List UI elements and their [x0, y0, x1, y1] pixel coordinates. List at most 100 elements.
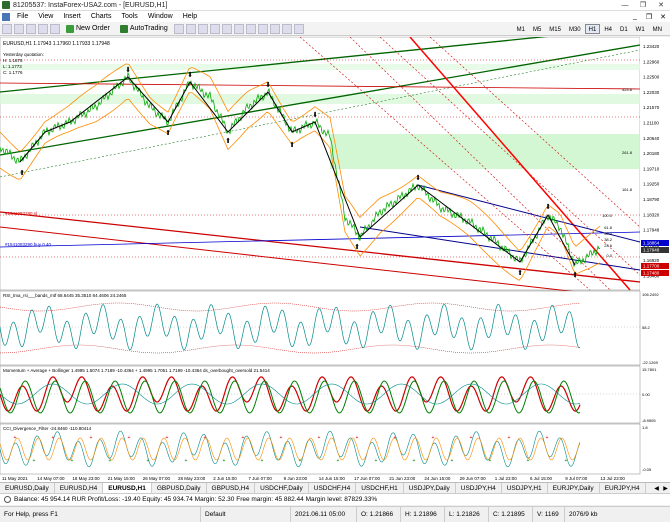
- tab-scroll-left-icon[interactable]: ◀: [654, 485, 659, 492]
- autotrading-button[interactable]: AutoTrading: [116, 23, 172, 35]
- candle-chart-icon[interactable]: [185, 23, 196, 34]
- menu-tools[interactable]: Tools: [121, 13, 138, 20]
- tf-h4[interactable]: H4: [604, 26, 612, 33]
- child-close-button[interactable]: ✕: [660, 13, 666, 21]
- price-tag-last: 1.17948: [643, 248, 660, 253]
- tf-m15[interactable]: M15: [549, 26, 561, 33]
- fib-61: 61.8: [604, 225, 613, 230]
- fractal-down-arrow-icon: ⬇: [545, 203, 551, 211]
- autotrading-label: AutoTrading: [129, 25, 168, 32]
- new-chart-icon[interactable]: [2, 23, 12, 34]
- tf-mn[interactable]: MN: [652, 26, 662, 33]
- green-zone-3: [0, 64, 640, 70]
- tab-eurusd-daily[interactable]: EURUSD,Daily: [0, 482, 55, 494]
- tab-usdchf-daily[interactable]: USDCHF,Daily: [255, 482, 309, 494]
- tab-eurjpy-daily[interactable]: EURJPY,Daily: [548, 482, 600, 494]
- close-button[interactable]: ✕: [658, 2, 664, 9]
- cci-cross-icon: +: [508, 435, 511, 441]
- title-bar: 81205537: InstaForex-USA2.com - [EURUSD,…: [0, 0, 670, 11]
- chart-tabs: EURUSD,Daily EURUSD,H4 EURUSD,H1 GBPUSD,…: [0, 482, 670, 494]
- tab-usdjpy-h1[interactable]: USDJPY,H1: [502, 482, 548, 494]
- chart-shift-icon[interactable]: [257, 23, 268, 34]
- price-axis-label: 1.19250: [643, 182, 660, 187]
- menu-window[interactable]: Window: [147, 13, 173, 20]
- time-axis-label: 14 Jun 15:00: [319, 476, 346, 481]
- minimize-button[interactable]: —: [621, 1, 629, 9]
- new-order-icon: [66, 24, 74, 33]
- time-axis: 11 May 2021 14 May 07:00 18 May 23:00 21 Ma…: [2, 476, 625, 481]
- chart-doc-icon[interactable]: [2, 12, 10, 21]
- blue-horizontal-line: [0, 231, 641, 248]
- profiles-icon[interactable]: [14, 23, 24, 34]
- cci-cross-icon: +: [413, 458, 416, 464]
- menu-help[interactable]: Help: [182, 13, 198, 20]
- order-buy-label: #1541083290 buy 0.40: [5, 242, 52, 247]
- cci-cross-icon: +: [261, 458, 264, 464]
- cci-signal: [0, 437, 581, 461]
- zoom-out-icon[interactable]: [221, 23, 232, 34]
- fractal-up-arrow-icon: ⬆: [225, 137, 231, 145]
- zoom-in-icon[interactable]: [209, 23, 220, 34]
- tf-d1[interactable]: D1: [619, 26, 628, 33]
- menu-insert[interactable]: Insert: [63, 13, 81, 20]
- tab-usdchf-h1[interactable]: USDCHF,H1: [356, 482, 404, 494]
- rsi-line: [0, 303, 581, 351]
- price-axis-label: 1.16920: [643, 258, 660, 263]
- price-axis-label: 1.18320: [643, 212, 660, 217]
- cci-label: CCI_Divergence_Filter -24.8460 -110.8041…: [3, 426, 92, 431]
- cci-cross-icon: +: [546, 435, 549, 441]
- tab-eurusd-h4[interactable]: EURUSD,H4: [55, 482, 104, 494]
- terminal-icon[interactable]: [50, 23, 60, 34]
- price-tag-last-bg: [641, 247, 669, 253]
- tab-usdjpy-h4[interactable]: USDJPY,H4: [456, 482, 502, 494]
- menu-charts[interactable]: Charts: [90, 13, 112, 20]
- line-chart-icon[interactable]: [197, 23, 208, 34]
- chart-canvas[interactable]: ⬆ ⬇ ⬆ ⬇ ⬆ ⬇ ⬆ ⬇ ⬆ ⬇ ⬆ ⬇ ⬆ EURUSD,H1 1.17943 1.17960 …: [0, 37, 670, 482]
- tab-scroll-right-icon[interactable]: ▶: [663, 485, 668, 492]
- tile-icon[interactable]: [233, 23, 244, 34]
- price-axis[interactable]: [640, 37, 670, 482]
- menu-file[interactable]: File: [17, 13, 29, 20]
- menu-view[interactable]: View: [38, 13, 54, 20]
- tab-eurjpy-h4[interactable]: EURJPY,H4: [600, 482, 646, 494]
- time-axis-label: 11 May 2021: [2, 476, 28, 481]
- fractal-up-arrow-icon: ⬆: [289, 141, 295, 149]
- tf-w1[interactable]: W1: [635, 26, 645, 33]
- price-tag-sl-bg: [641, 263, 669, 269]
- tf-h1[interactable]: H1: [584, 23, 601, 34]
- tf-m1[interactable]: M1: [516, 26, 525, 33]
- green-channel-lower: [0, 44, 641, 156]
- red-channel-lower: [0, 226, 641, 300]
- tab-usdjpy-daily[interactable]: USDJPY,Daily: [404, 482, 456, 494]
- market-watch-icon[interactable]: [26, 23, 36, 34]
- child-restore-button[interactable]: ❐: [645, 13, 653, 21]
- periods-icon[interactable]: [281, 23, 292, 34]
- autoscroll-icon[interactable]: [245, 23, 256, 34]
- tab-gbpusd-h4[interactable]: GBPUSD,H4: [207, 482, 256, 494]
- tf-m30[interactable]: M30: [568, 26, 581, 33]
- cci-divergence-marks: + + + + + + + + + + + + + + + + + + + + + + + + + + + + + +: [14, 435, 568, 464]
- price-tag-bid-bg: [641, 240, 669, 246]
- cci-cross-icon: +: [565, 458, 568, 464]
- price-tag-red-bg: [641, 270, 669, 276]
- maximize-button[interactable]: ❐: [639, 2, 647, 9]
- cci-cross-icon: +: [356, 435, 359, 441]
- tab-eurusd-h1[interactable]: EURUSD,H1: [103, 482, 152, 494]
- cci-cross-icon: +: [185, 458, 188, 464]
- navigator-icon[interactable]: [38, 23, 48, 34]
- templates-icon[interactable]: [293, 23, 304, 34]
- tf-m5[interactable]: M5: [532, 26, 542, 33]
- cci-cross-icon: +: [128, 435, 131, 441]
- indicators-icon[interactable]: [269, 23, 280, 34]
- chart-window[interactable]: ⬆ ⬇ ⬆ ⬇ ⬆ ⬇ ⬆ ⬇ ⬆ ⬇ ⬆ ⬇ ⬆ EURUSD,H1 1.17943 1.17960 …: [0, 37, 670, 482]
- new-order-button[interactable]: New Order: [62, 23, 114, 35]
- cci-cross-icon: +: [223, 458, 226, 464]
- orange-band-upper: [0, 63, 601, 252]
- tab-gbpusd-daily[interactable]: GBPUSD,Daily: [152, 482, 207, 494]
- child-minimize-button[interactable]: _: [633, 12, 637, 20]
- rsi-band-upper: [0, 302, 581, 312]
- time-axis-label: 26 May 07:00: [143, 476, 171, 481]
- mom-level-top: 15.7801: [642, 367, 657, 372]
- tab-usdchf-h4[interactable]: USDCHF,H4: [309, 482, 357, 494]
- bar-chart-icon[interactable]: [173, 23, 184, 34]
